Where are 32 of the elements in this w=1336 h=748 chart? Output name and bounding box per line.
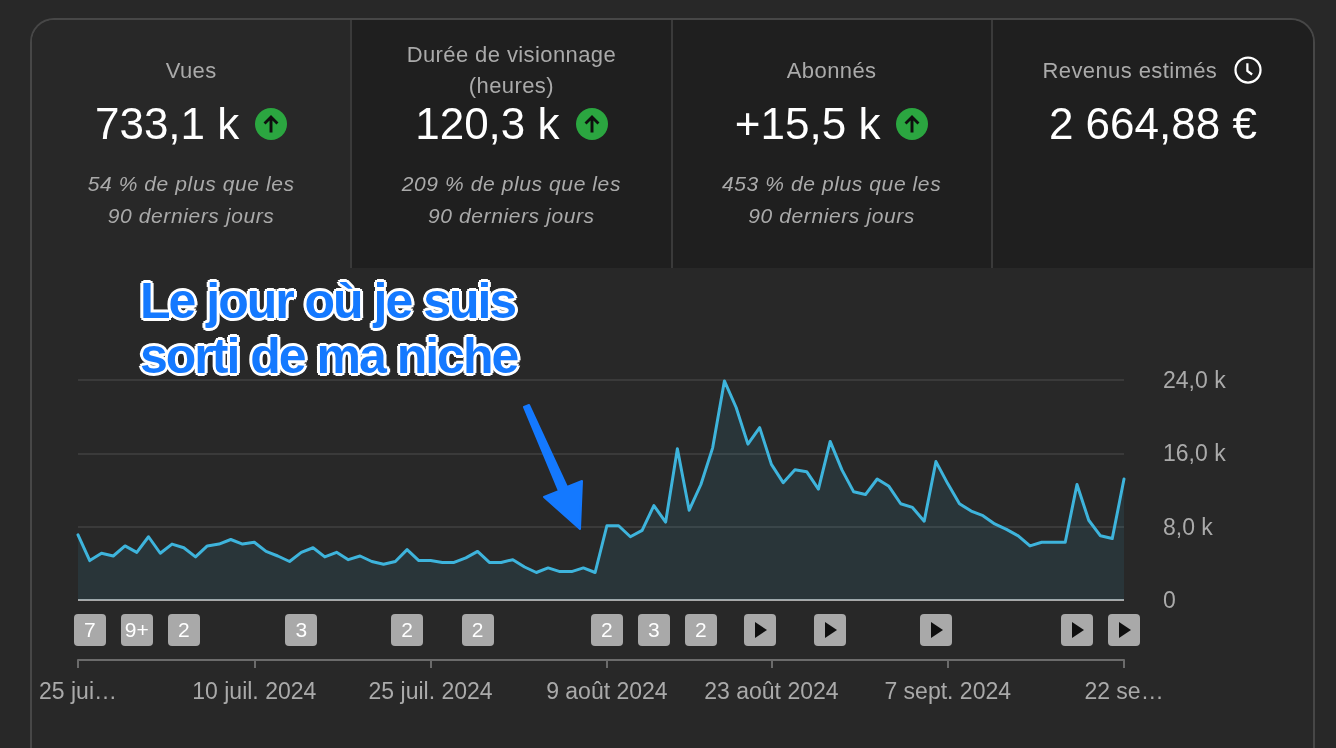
x-tick-label: 7 sept. 2024 — [884, 677, 1012, 704]
x-tick-label: 10 juil. 2024 — [192, 677, 317, 704]
text: 209 % de plus que les 90 derniers jours — [400, 171, 622, 229]
y-tick-label: 0 — [1163, 587, 1176, 613]
count-badge: 2 — [167, 614, 200, 646]
text: 54 % de plus que les 90 derniers jours — [86, 171, 296, 229]
y-tick-label: 16,0 k — [1163, 440, 1227, 467]
text: Abonnés — [786, 56, 877, 85]
count-badge: 3 — [637, 614, 670, 646]
text: 2 664,88 € — [1048, 99, 1257, 148]
x-tick-label: 9 août 2024 — [546, 677, 668, 704]
annotation: Le jour où je suis sorti de ma niche — [140, 273, 519, 384]
text: 733,1 k — [94, 99, 240, 148]
count-badge: 7 — [73, 614, 106, 646]
text: +15,5 k — [734, 99, 881, 148]
text: 453 % de plus que les 90 derniers jours — [721, 171, 943, 229]
count-badge: 9+ — [120, 614, 153, 646]
count-badge: 2 — [461, 614, 494, 646]
y-tick-label: 8,0 k — [1163, 513, 1214, 540]
x-tick-label: 22 se… — [1084, 677, 1164, 704]
text: Revenus estimés — [1042, 56, 1218, 85]
x-tick-label: 25 juil. 2024 — [368, 677, 493, 704]
x-tick-label: 25 jui… — [39, 677, 117, 704]
text: 120,3 k — [415, 99, 560, 148]
count-badge: 2 — [684, 614, 717, 646]
text: Vues — [165, 56, 217, 85]
x-tick-label: 23 août 2024 — [704, 677, 839, 704]
count-badge: 3 — [285, 614, 318, 646]
text: Durée de visionnage (heures) — [406, 42, 617, 98]
count-badge: 2 — [590, 614, 623, 646]
y-tick-label: 24,0 k — [1163, 367, 1227, 393]
count-badge: 2 — [391, 614, 424, 646]
